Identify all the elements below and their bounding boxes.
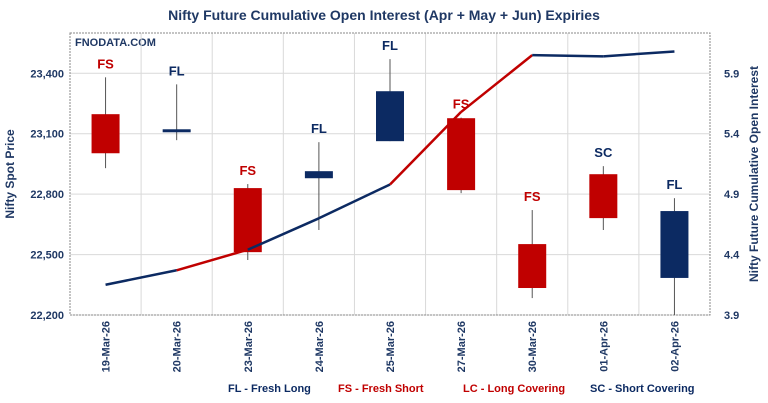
oi-line-segment — [460, 54, 534, 113]
y-axis-label: Nifty Spot Price — [3, 129, 17, 219]
candle-body — [660, 211, 689, 278]
candle-label: FL — [311, 121, 327, 136]
x-tick-label: 19-Mar-26 — [101, 321, 113, 372]
candle-body — [589, 174, 618, 219]
y-tick-label: 22,800 — [30, 189, 64, 201]
legend-item: LC - Long Covering — [463, 383, 565, 395]
oi-line-segment — [603, 50, 675, 58]
y2-tick-label: 5.4 — [724, 129, 740, 141]
chart-title: Nifty Future Cumulative Open Interest (A… — [168, 7, 600, 23]
candle-label: SC — [594, 145, 613, 160]
legend-item: FS - Fresh Short — [338, 383, 424, 395]
candle-label: FS — [97, 56, 114, 71]
candle-body — [304, 171, 333, 179]
plot-border — [69, 32, 711, 316]
candle-body — [447, 118, 476, 191]
x-tick-label: 27-Mar-26 — [456, 321, 468, 372]
candle-body — [91, 114, 120, 154]
y-tick-label: 22,500 — [30, 250, 64, 262]
candle-body — [518, 244, 547, 289]
oi-line-segment — [105, 269, 177, 287]
x-tick-label: 23-Mar-26 — [243, 321, 255, 372]
candle-body — [162, 129, 191, 133]
x-tick-label: 24-Mar-26 — [314, 321, 326, 372]
y2-tick-label: 4.4 — [724, 250, 740, 262]
y2-tick-label: 4.9 — [724, 189, 739, 201]
x-tick-label: 01-Apr-26 — [598, 321, 610, 372]
y2-axis-label: Nifty Future Cumulative Open Interest — [747, 66, 761, 282]
candle-label: FS — [453, 97, 470, 112]
candle-label: FS — [524, 189, 541, 204]
candle-label: FL — [169, 63, 185, 78]
x-tick-label: 25-Mar-26 — [385, 321, 397, 372]
legend-item: SC - Short Covering — [590, 383, 695, 395]
x-tick-label: 20-Mar-26 — [172, 321, 184, 372]
oi-line-segment — [532, 53, 604, 58]
y-tick-label: 22,200 — [30, 310, 64, 322]
x-tick-label: 02-Apr-26 — [669, 321, 681, 372]
y2-tick-label: 5.9 — [724, 68, 739, 80]
oi-line-segment — [176, 248, 249, 272]
candle-label: FS — [239, 163, 256, 178]
y2-tick-label: 3.9 — [724, 310, 739, 322]
oi-line-segment — [247, 217, 320, 251]
candle-body — [233, 188, 262, 253]
oi-line-segment — [318, 183, 391, 220]
watermark: FNODATA.COM — [75, 37, 156, 49]
oi-line-segment — [389, 111, 463, 186]
candle-body — [376, 91, 404, 142]
candle-label: FL — [666, 177, 682, 192]
candle-label: FL — [382, 38, 398, 53]
y-tick-label: 23,400 — [30, 68, 64, 80]
y-tick-label: 23,100 — [30, 129, 64, 141]
x-tick-label: 30-Mar-26 — [527, 321, 539, 372]
legend-item: FL - Fresh Long — [228, 383, 311, 395]
